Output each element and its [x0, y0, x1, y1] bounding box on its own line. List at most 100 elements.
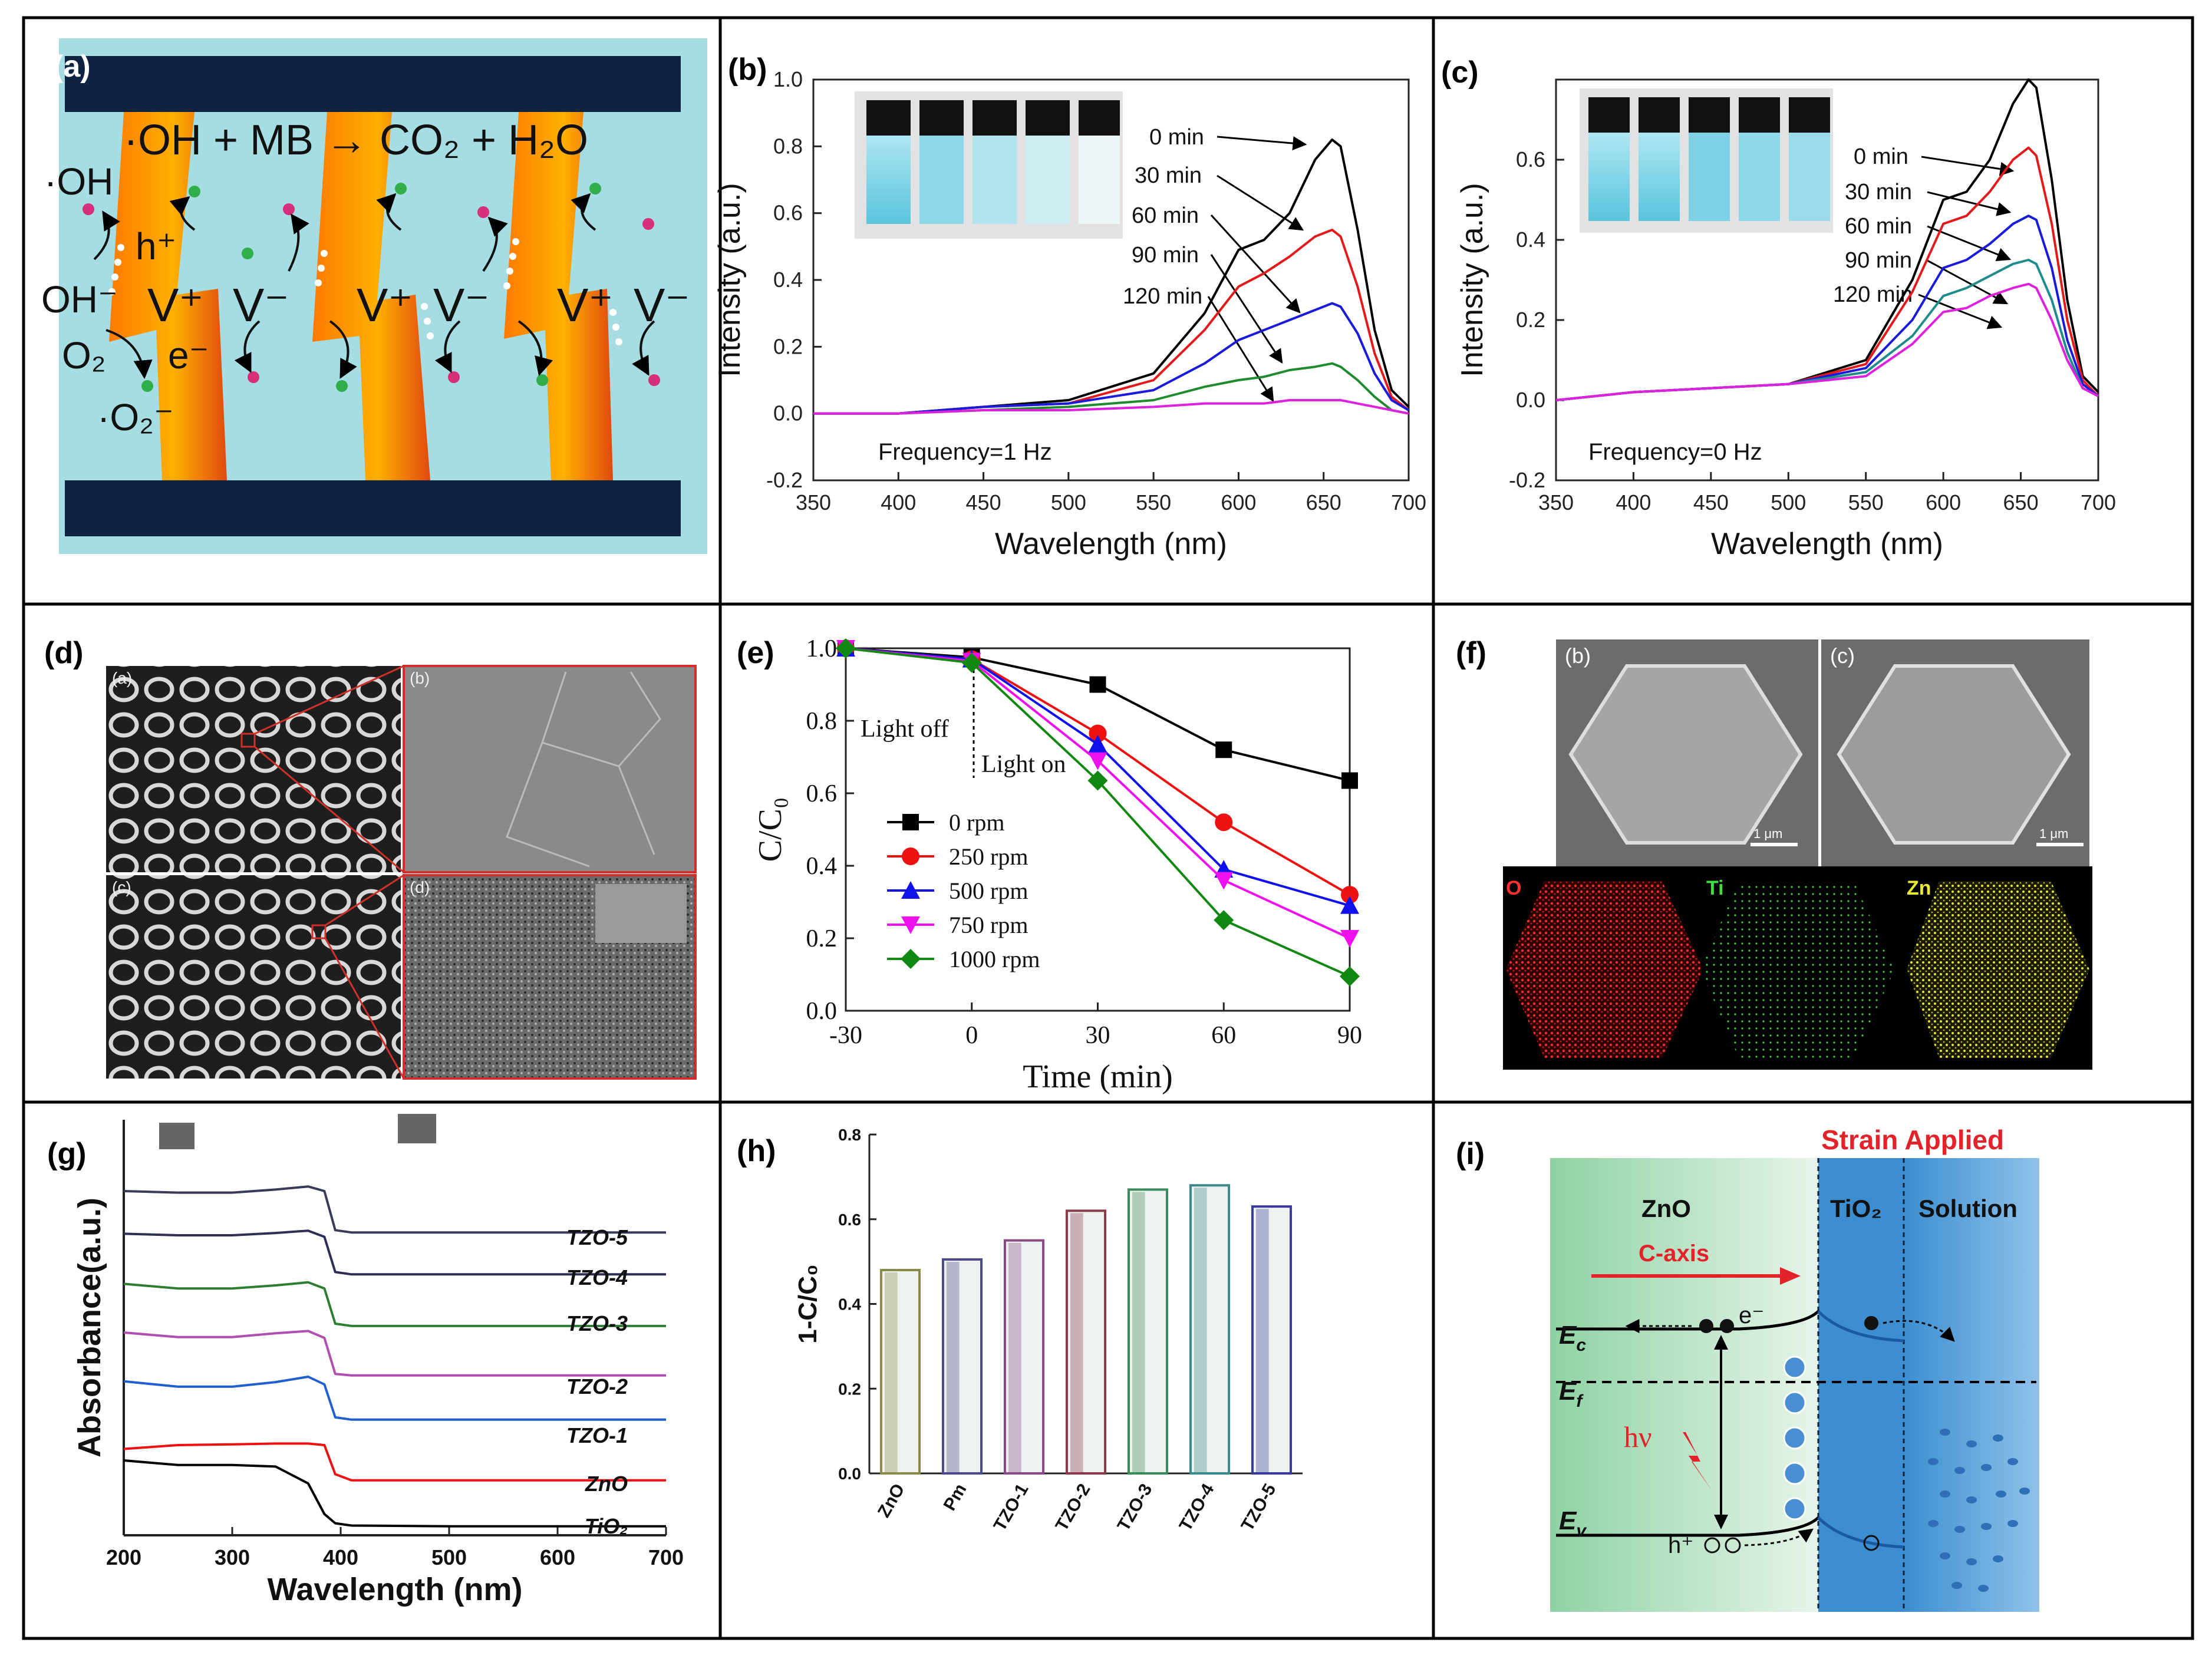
- y-tick-label: 0.2: [1516, 308, 1545, 332]
- series-line-ZnO: [123, 1442, 666, 1482]
- y-tick-label: 0.0: [838, 1465, 861, 1483]
- reaction-equation: ·OH + MB → CO₂ + H₂O: [124, 117, 588, 164]
- x-axis-title: Wavelength (nm): [995, 527, 1227, 561]
- panel-i-label: (i): [1456, 1137, 1485, 1171]
- series-line-TZO-3: [123, 1281, 666, 1327]
- y-tick-label: 0.2: [838, 1380, 861, 1398]
- x-tick-label-400: 400: [323, 1545, 358, 1569]
- series-line-90-min: [813, 362, 1409, 415]
- time-annotations: 0 min 30 min 60 min 90 min 120 min: [1833, 144, 1913, 307]
- time-arrows: [1207, 136, 1307, 403]
- sem-inset: [595, 884, 687, 943]
- panel-c-label: (c): [1441, 55, 1479, 90]
- time-label-4: 120 min: [1123, 284, 1202, 309]
- legend-marker-0-rpm: [902, 814, 919, 830]
- point-1000-rpm-60: [1214, 910, 1234, 931]
- excitation-arrowhead-up: [1714, 1335, 1728, 1350]
- point-750-rpm-30: [1088, 752, 1107, 770]
- sem-sub-label-b: (b): [410, 669, 430, 687]
- chart-c: 350 400 450 500 550 600 650 700 -0.2 0.0 0.2 0.4 0.6…: [1455, 78, 2116, 561]
- y-tick-label: 0.6: [838, 1211, 861, 1229]
- panel-f: (f) 1 μm 1 μm (b) (c) O Ti Zn: [1456, 636, 2092, 1070]
- conduction-band-tio2: [1817, 1310, 1904, 1343]
- bar-shade-TZO-3: [1132, 1192, 1145, 1473]
- nanorods: [109, 112, 613, 480]
- y-tick-label: 0.4: [806, 853, 838, 880]
- time-label-4: 120 min: [1833, 282, 1913, 307]
- legend-label-750-rpm: 750 rpm: [949, 912, 1028, 938]
- sem-sub-labels: (a) (b) (c) (d): [112, 669, 430, 896]
- time-label-1: 30 min: [1135, 163, 1202, 188]
- y-axis-title: C/C₀: [752, 797, 789, 862]
- vials: [1588, 97, 1830, 221]
- surface-charges: [108, 238, 622, 345]
- strain-title: Strain Applied: [1821, 1124, 2004, 1155]
- series-line-0-min: [813, 138, 1410, 415]
- x-tick-label-600: 600: [1926, 490, 1961, 515]
- series-label-ZnO: ZnO: [585, 1472, 628, 1496]
- legend-label-250-rpm: 250 rpm: [949, 843, 1028, 870]
- x-tick-label-700: 700: [648, 1545, 684, 1569]
- chart-g: 200 300 400 500 600 700 Wavelength (nm) Absorba…: [72, 1120, 684, 1607]
- y-tick-label: -0.2: [766, 468, 803, 492]
- series-label-TZO-3: TZO-3: [566, 1311, 628, 1335]
- electron-dot-1: [1699, 1319, 1713, 1333]
- hole-dot-1: [1704, 1537, 1720, 1554]
- series-line-120-min: [1555, 282, 2099, 401]
- hole-drift: [1744, 1528, 1814, 1546]
- x-tick-label-TZO-3: TZO-3: [1114, 1480, 1156, 1535]
- panel-g: (g): [47, 1114, 436, 1171]
- v-plus-1: V⁺: [147, 279, 204, 331]
- y-tick-label: 0.6: [806, 780, 838, 807]
- panel-f-label: (f): [1456, 636, 1486, 670]
- series-line-TZO-2: [123, 1330, 666, 1377]
- light-on-label: Light on: [981, 751, 1066, 778]
- oh-radical-label: ·OH: [44, 160, 113, 203]
- time-label-0: 0 min: [1854, 144, 1908, 169]
- ec-label: Ec: [1559, 1321, 1586, 1355]
- y-axis-title: 1-C/C₀: [793, 1264, 822, 1344]
- panel-c: (c) Frequency=0 Hz 0 min 30 min 60 min 9…: [1441, 55, 2015, 465]
- series-label-TZO-2: TZO-2: [566, 1374, 628, 1399]
- series-line-1000-rpm: [845, 647, 1350, 978]
- x-tick-label-350: 350: [796, 490, 831, 515]
- y-tick-label: 0.6: [773, 201, 803, 225]
- eds-ti-map: [1700, 881, 1895, 1058]
- panel-d-label: (d): [44, 636, 83, 670]
- series-line-60-min: [813, 302, 1410, 415]
- time-label-3: 90 min: [1132, 243, 1199, 268]
- x-tick-label-0: 0: [965, 1022, 978, 1049]
- y-tick-label: 0.4: [773, 268, 803, 292]
- x-tick-label-700: 700: [2081, 490, 2116, 515]
- x-tick-label-600: 600: [1221, 490, 1256, 515]
- x-tick-label-500: 500: [431, 1545, 467, 1569]
- sub-label-c: (c): [1830, 644, 1855, 668]
- series-line-120-min: [813, 399, 1409, 415]
- bar-shade-TZO-1: [1008, 1242, 1021, 1473]
- hole-label: h⁺: [136, 225, 176, 268]
- y-tick-label: 1.0: [773, 67, 803, 91]
- sem-sub-label-c: (c): [112, 878, 131, 896]
- x-tick-label-TZO-1: TZO-1: [990, 1480, 1033, 1535]
- bar-shade-Pm: [946, 1262, 960, 1473]
- x-axis-title: Time (min): [1023, 1058, 1173, 1095]
- y-tick-label: 0.8: [806, 708, 838, 735]
- legend-marker-1000-rpm: [901, 949, 921, 969]
- panel-e: (e) Light off Light on: [737, 636, 1066, 778]
- point-0-rpm-60: [1215, 741, 1232, 758]
- y-tick-label: 0.8: [838, 1126, 861, 1144]
- legend-label-500-rpm: 500 rpm: [949, 878, 1028, 904]
- point-250-rpm-90: [1341, 886, 1359, 904]
- series-label-TZO-5: TZO-5: [566, 1225, 628, 1249]
- point-0-rpm-30: [1089, 676, 1106, 693]
- zoom-lines: [240, 665, 405, 1079]
- frequency-text: Frequency=0 Hz: [1588, 439, 1762, 465]
- solution-title: Solution: [1918, 1195, 2017, 1222]
- x-tick-label-TZO-2: TZO-2: [1052, 1480, 1095, 1535]
- eds-zn-map: [1907, 881, 2089, 1058]
- point-1000-rpm-30: [1087, 770, 1108, 791]
- bar-shade-TZO-4: [1194, 1188, 1207, 1473]
- series-label-TZO-1: TZO-1: [566, 1423, 628, 1447]
- solution-particles: [1928, 1429, 2030, 1592]
